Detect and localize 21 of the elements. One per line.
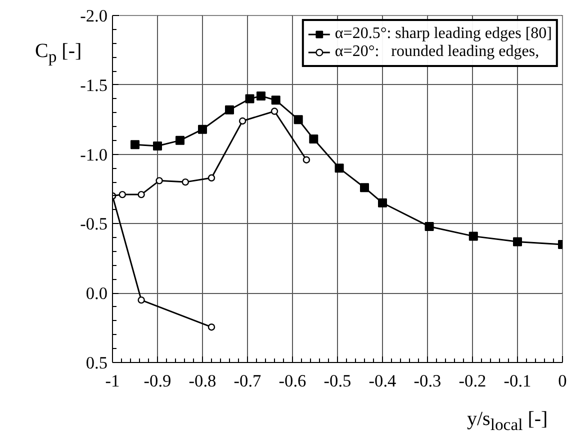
x-tick-label: -1 <box>105 372 120 390</box>
y-tick-label: -1.5 <box>80 76 108 95</box>
y-tick-label: -0.5 <box>80 214 108 234</box>
legend-label: α=20.5°: sharp leading edges [80] <box>334 25 552 43</box>
x-axis-title: y/s$_{local}$ [-] <box>467 407 548 436</box>
x-tick-label: -0.5 <box>324 372 352 390</box>
x-tick-label: -0.2 <box>458 372 486 390</box>
x-tick-label: -0.3 <box>414 372 442 390</box>
x-tick-label: -0.9 <box>144 372 172 390</box>
x-tick-label: -0.4 <box>368 372 397 390</box>
y-tick-label: 0.0 <box>86 284 108 304</box>
x-tick-label: -0.1 <box>504 372 532 390</box>
x-tick-label: -0.6 <box>278 372 307 390</box>
legend-label: α=20°: rounded leading edges, <box>334 43 540 61</box>
x-tick-label: 0 <box>558 372 567 390</box>
x-tick-label: -0.8 <box>188 372 216 390</box>
y-axis-title: C$_{p}$ [-] <box>35 39 82 68</box>
y-tick-label: 0.5 <box>86 354 108 372</box>
y-tick-label: -2.0 <box>80 6 108 26</box>
y-tick-label: -1.0 <box>80 145 108 164</box>
x-tick-label: -0.7 <box>234 372 262 390</box>
